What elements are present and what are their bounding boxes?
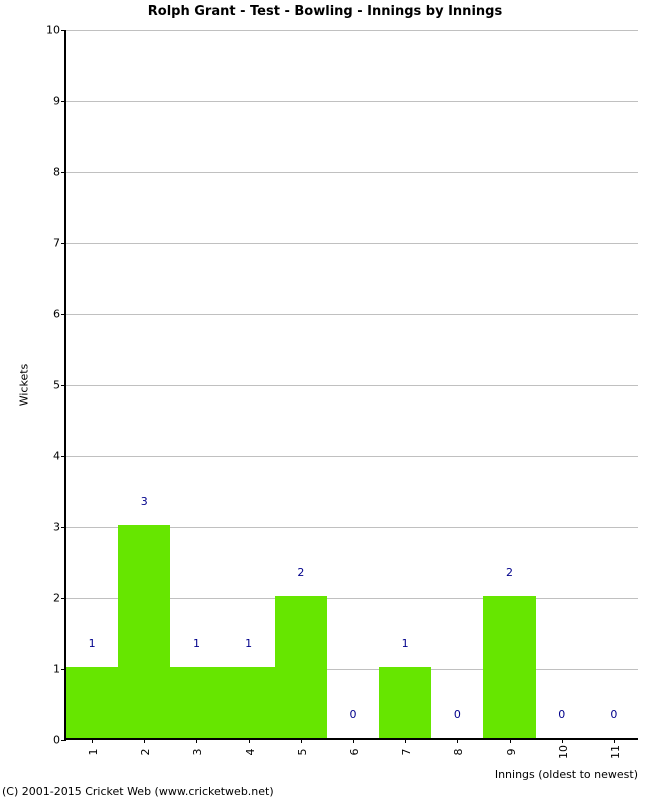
grid-line [66,30,638,31]
x-tick-label: 9 [505,749,518,756]
bar-value-label: 2 [297,566,304,579]
x-tick-mark [510,738,511,743]
y-tick-label: 3 [53,521,66,534]
y-tick-label: 4 [53,450,66,463]
grid-line [66,243,638,244]
x-axis-label: Innings (oldest to newest) [495,768,638,781]
bar-value-label: 1 [245,637,252,650]
bar-value-label: 0 [350,708,357,721]
x-tick-mark [196,738,197,743]
x-tick-label: 7 [400,749,413,756]
y-tick-label: 2 [53,592,66,605]
y-tick-label: 7 [53,237,66,250]
bar-value-label: 1 [402,637,409,650]
bar-value-label: 0 [454,708,461,721]
y-tick-label: 5 [53,379,66,392]
x-tick-label: 10 [557,745,570,759]
bar-value-label: 3 [141,495,148,508]
bar [170,667,222,738]
bar-value-label: 2 [506,566,513,579]
grid-line [66,101,638,102]
x-tick-label: 11 [609,745,622,759]
grid-line [66,385,638,386]
x-tick-label: 4 [244,749,257,756]
grid-line [66,456,638,457]
x-tick-mark [562,738,563,743]
grid-line [66,172,638,173]
x-tick-label: 5 [296,749,309,756]
y-tick-label: 9 [53,95,66,108]
x-tick-label: 3 [191,749,204,756]
y-tick-label: 8 [53,166,66,179]
y-tick-label: 0 [53,734,66,747]
bar-value-label: 1 [89,637,96,650]
x-tick-mark [144,738,145,743]
x-tick-label: 6 [348,749,361,756]
x-tick-mark [353,738,354,743]
y-tick-label: 10 [46,24,66,37]
bar [66,667,118,738]
x-tick-label: 2 [139,749,152,756]
y-axis-label: Wickets [18,364,31,407]
x-tick-label: 8 [452,749,465,756]
copyright-text: (C) 2001-2015 Cricket Web (www.cricketwe… [2,785,274,798]
bar-value-label: 0 [610,708,617,721]
x-tick-mark [301,738,302,743]
x-tick-label: 1 [87,749,100,756]
x-tick-mark [92,738,93,743]
plot-area: 012345678910113213142506170829010011 [64,30,638,740]
bar [118,525,170,738]
x-tick-mark [405,738,406,743]
chart-title: Rolph Grant - Test - Bowling - Innings b… [0,4,650,19]
x-tick-mark [457,738,458,743]
y-tick-label: 1 [53,663,66,676]
bar [483,596,535,738]
grid-line [66,314,638,315]
bar-value-label: 0 [558,708,565,721]
x-tick-mark [614,738,615,743]
bar [275,596,327,738]
x-tick-mark [249,738,250,743]
bar-value-label: 1 [193,637,200,650]
bar [223,667,275,738]
y-tick-label: 6 [53,308,66,321]
bar [379,667,431,738]
chart-container: Rolph Grant - Test - Bowling - Innings b… [0,0,650,800]
